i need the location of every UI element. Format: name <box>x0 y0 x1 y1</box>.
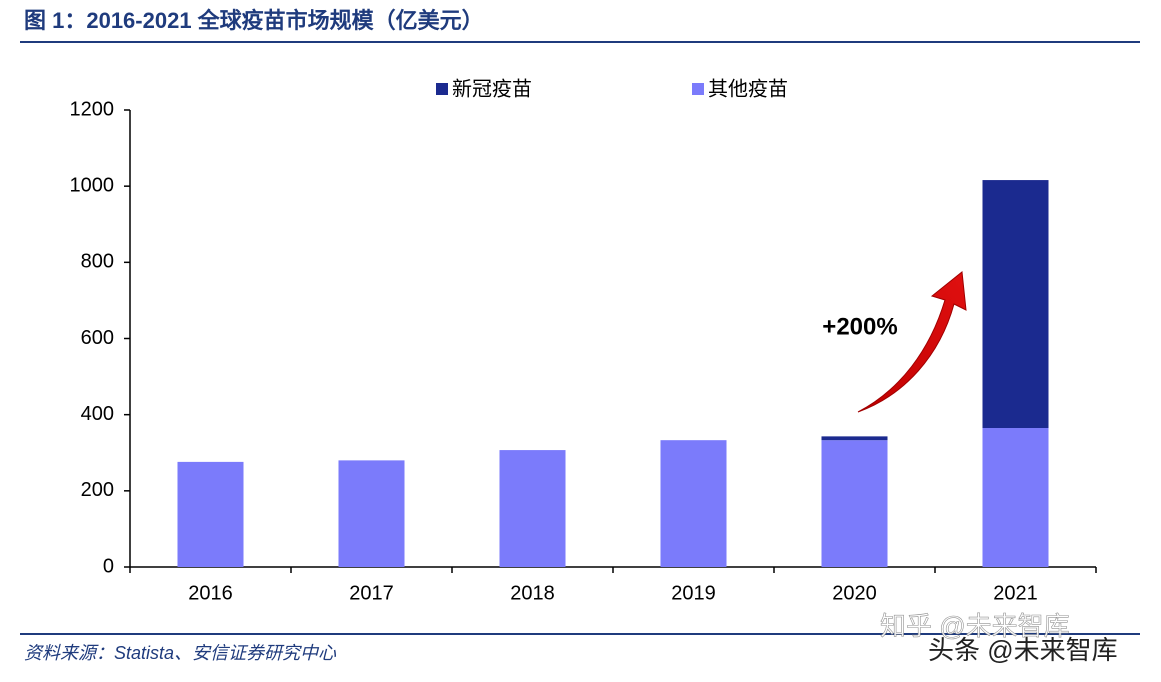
x-tick-label: 2017 <box>349 582 394 604</box>
x-tick-label: 2016 <box>188 582 233 604</box>
bar-segment <box>982 180 1049 428</box>
annotation: +200% <box>822 313 897 340</box>
watermark: 头条 @未来智库 <box>928 635 1118 665</box>
legend-swatch <box>692 83 704 95</box>
y-tick-label: 400 <box>81 403 114 425</box>
y-tick-label: 200 <box>81 479 114 501</box>
y-tick-label: 600 <box>81 327 114 349</box>
x-tick-label: 2021 <box>993 582 1038 604</box>
source: 资料来源：Statista、安信证券研究中心 <box>24 643 337 663</box>
bar-segment <box>821 440 888 567</box>
bar-segment <box>177 461 244 567</box>
legend-label: 新冠疫苗 <box>452 77 532 100</box>
x-tick-label: 2019 <box>671 582 716 604</box>
y-tick-label: 800 <box>81 251 114 273</box>
x-tick-label: 2020 <box>832 582 877 604</box>
y-tick-label: 1000 <box>70 174 115 196</box>
bar-segment <box>338 460 405 567</box>
bar-segment <box>821 436 888 441</box>
y-tick-label: 1200 <box>70 98 115 120</box>
y-tick-label: 0 <box>103 555 114 577</box>
growth-arrow <box>857 271 967 413</box>
legend-label: 其他疫苗 <box>708 77 788 100</box>
bar-segment <box>660 440 727 567</box>
watermark: 知乎 @未来智库 <box>880 611 1070 641</box>
bar-segment <box>982 427 1049 567</box>
bar-segment <box>499 450 566 567</box>
legend-swatch <box>436 83 448 95</box>
x-tick-label: 2018 <box>510 582 555 604</box>
chart-title: 图 1：2016-2021 全球疫苗市场规模（亿美元） <box>24 8 484 33</box>
